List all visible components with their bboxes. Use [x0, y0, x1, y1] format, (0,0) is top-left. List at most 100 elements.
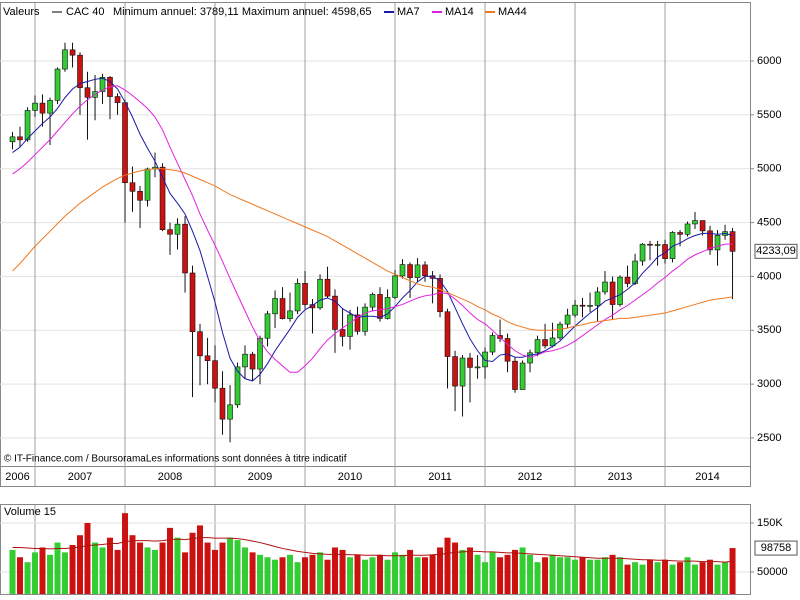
candle-body — [407, 264, 413, 278]
volume-bar — [204, 542, 211, 594]
volume-bar — [114, 549, 121, 594]
candle-body — [594, 291, 601, 306]
volume-bar — [16, 557, 23, 594]
x-tick-label: 2008 — [158, 471, 182, 483]
volume-bar — [722, 562, 729, 594]
volume-bar — [279, 557, 286, 594]
candle-body — [414, 264, 421, 278]
legend-label: MA44 — [498, 6, 527, 18]
volume-bar — [482, 562, 489, 594]
candle-body — [354, 314, 361, 332]
volume-bar — [639, 564, 646, 594]
volume-bar — [92, 542, 99, 594]
volume-bar — [129, 535, 136, 594]
volume-bar — [61, 552, 68, 594]
volume-bar — [309, 554, 316, 594]
volume-bar — [617, 557, 624, 594]
chart-title: CAC 40 — [66, 6, 105, 18]
candle-body — [459, 357, 466, 387]
candle-body — [677, 232, 683, 235]
source: © IT-Finance.com / BoursoramaLes informa… — [4, 454, 347, 465]
candle-body — [317, 278, 323, 309]
candle-body — [512, 360, 518, 390]
y-tick-label: 6000 — [757, 55, 781, 67]
x-tick-label: 2012 — [518, 471, 542, 483]
candle-body — [264, 313, 271, 339]
y-tick-label: 3500 — [757, 324, 781, 336]
volume-bar — [69, 545, 76, 594]
volume-bar — [669, 564, 676, 594]
volume-bar — [444, 537, 451, 594]
volume-bar — [692, 564, 699, 594]
candle-body — [129, 182, 136, 192]
volume-bar — [9, 549, 16, 594]
volume-bar — [122, 513, 129, 594]
x-tick-label: 2006 — [5, 471, 29, 483]
candle-body — [392, 275, 398, 298]
marks — [9, 42, 736, 594]
ma-line — [12, 77, 733, 382]
volume-bar — [594, 559, 601, 594]
x-tick-label: 2014 — [695, 471, 719, 483]
volume-bar — [99, 547, 106, 594]
volume-bar — [234, 540, 241, 594]
year-axis — [0, 466, 751, 487]
candle-body — [602, 281, 608, 293]
volume-bar — [684, 557, 691, 594]
candle-body — [9, 136, 16, 143]
volume-bar — [272, 559, 279, 594]
y-tick-label: 2500 — [757, 432, 781, 444]
candle-body — [662, 244, 668, 259]
candle-body — [182, 223, 188, 274]
legend-label: MA14 — [445, 6, 474, 18]
volume-bar — [407, 549, 414, 594]
volume-bar — [241, 547, 248, 594]
legend-label: MA7 — [397, 6, 420, 18]
price-panel — [0, 2, 751, 467]
x-tick-label: 2011 — [428, 471, 452, 483]
volume-bar — [609, 554, 616, 594]
candle-body — [519, 362, 526, 390]
candle-body — [212, 360, 218, 389]
volume-bar — [587, 559, 594, 594]
candle-body — [32, 102, 38, 111]
volume-average-line — [12, 537, 733, 563]
candle-body — [684, 223, 691, 235]
volume-bar — [47, 554, 54, 594]
volume-bar — [286, 554, 293, 594]
volume-bar — [504, 554, 511, 594]
y-tick-label: 50000 — [757, 566, 788, 578]
volume-bar — [106, 537, 113, 594]
y-tick-label: 3000 — [757, 378, 781, 390]
ma-line — [12, 168, 733, 331]
volume-bar — [714, 564, 721, 594]
volume-bar — [362, 559, 369, 594]
candle-body — [474, 366, 481, 369]
volume-bar — [466, 547, 473, 594]
last-value-label: 98758 — [761, 542, 792, 554]
volume-bar — [512, 549, 519, 594]
candle-body — [219, 387, 226, 420]
volume-bar — [54, 542, 61, 594]
volume-bar — [557, 557, 564, 594]
volume-bar — [699, 562, 706, 594]
volume-bar — [647, 559, 654, 594]
volume-bar — [392, 552, 399, 594]
volume-bar — [317, 552, 324, 594]
volume-bar — [632, 562, 639, 594]
volume-bar — [489, 552, 496, 594]
candle-body — [489, 335, 496, 353]
candle-body — [54, 68, 61, 101]
candle-body — [204, 355, 211, 361]
volume-title: Volume 15 — [4, 506, 56, 518]
candle-body — [257, 337, 263, 370]
candle-body — [579, 304, 586, 307]
candle-body — [639, 243, 646, 262]
volume-bar — [579, 557, 586, 594]
volume-bar — [324, 559, 331, 594]
volume-bar — [24, 562, 31, 594]
candle-body — [189, 272, 196, 332]
volume-bar — [151, 549, 158, 594]
volume-bar — [452, 542, 459, 594]
candle-body — [444, 311, 451, 357]
